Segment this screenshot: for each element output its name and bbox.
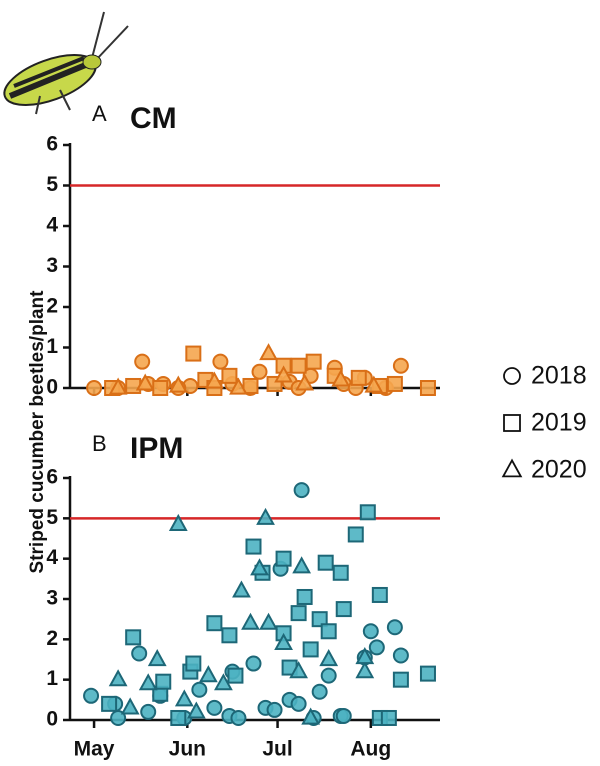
point [246,540,260,554]
point [294,558,309,572]
point [222,628,236,642]
point [292,697,306,711]
y-tick-label: 5 [46,506,58,529]
point [261,345,276,359]
y-tick-label: 4 [46,214,58,237]
x-tick-label: Jul [262,738,292,761]
point [110,671,125,685]
point [253,365,267,379]
point [261,615,276,629]
point [319,556,333,570]
point [322,669,336,683]
point [337,709,351,723]
point [207,616,221,630]
point [207,701,221,715]
point [292,606,306,620]
point [322,624,336,638]
point [222,369,236,383]
panel-label: B [92,431,107,456]
point [388,620,402,634]
legend-marker [503,460,521,476]
point [192,683,206,697]
legend-label: 2020 [531,456,587,484]
y-tick-label: 6 [46,133,58,156]
point [394,673,408,687]
point [292,359,306,373]
point [334,566,348,580]
point [421,381,435,395]
point [126,630,140,644]
point [141,705,155,719]
y-tick-label: 6 [46,466,58,489]
panel-title: CM [130,102,177,135]
point [421,667,435,681]
point [373,588,387,602]
point [268,703,282,717]
beetle-icon [0,12,128,115]
y-tick-label: 2 [46,627,58,650]
point [186,657,200,671]
point [321,651,336,665]
point [156,675,170,689]
point [357,663,372,677]
point [295,483,309,497]
point [258,510,273,524]
point [394,359,408,373]
x-tick-label: Aug [350,738,391,761]
point [177,691,192,705]
point [122,700,137,714]
point [84,689,98,703]
point [231,711,245,725]
point [361,505,375,519]
point [243,615,258,629]
y-tick-label: 3 [46,587,58,610]
point [307,355,321,369]
point [102,697,116,711]
y-tick-label: 4 [46,546,58,569]
point [364,624,378,638]
point [186,347,200,361]
point [304,642,318,656]
legend-label: 2018 [531,362,587,390]
point [349,527,363,541]
legend-marker [504,368,520,384]
point [298,590,312,604]
point [87,381,101,395]
point [153,381,167,395]
panel-title: IPM [130,432,183,465]
y-tick-label: 2 [46,295,58,318]
point [352,371,366,385]
point [277,552,291,566]
point [228,669,242,683]
panel-label: A [92,101,107,126]
point [246,657,260,671]
point [171,711,185,725]
point [394,648,408,662]
y-tick-label: 5 [46,173,58,196]
point [213,355,227,369]
legend-marker [504,415,520,431]
y-tick-label: 3 [46,254,58,277]
point [370,640,384,654]
y-axis-title: Striped cucumber beetles/plant [27,290,48,574]
point [234,583,249,597]
y-tick-label: 0 [46,376,58,399]
point [201,667,216,681]
point [132,646,146,660]
legend-label: 2019 [531,409,587,437]
point [337,602,351,616]
point [126,379,140,393]
y-tick-label: 1 [46,335,58,358]
point [141,675,156,689]
x-tick-label: May [74,738,115,761]
point [150,651,165,665]
x-tick-label: Jun [169,738,206,761]
y-tick-label: 1 [46,667,58,690]
y-tick-label: 0 [46,708,58,731]
chart: A CM 0 1 2 3 4 5 6 B IPM 0 1 2 3 4 5 6 May Jun Jul Aug Striped… [0,0,600,766]
point [382,711,396,725]
point [135,355,149,369]
point [388,377,402,391]
point [313,685,327,699]
